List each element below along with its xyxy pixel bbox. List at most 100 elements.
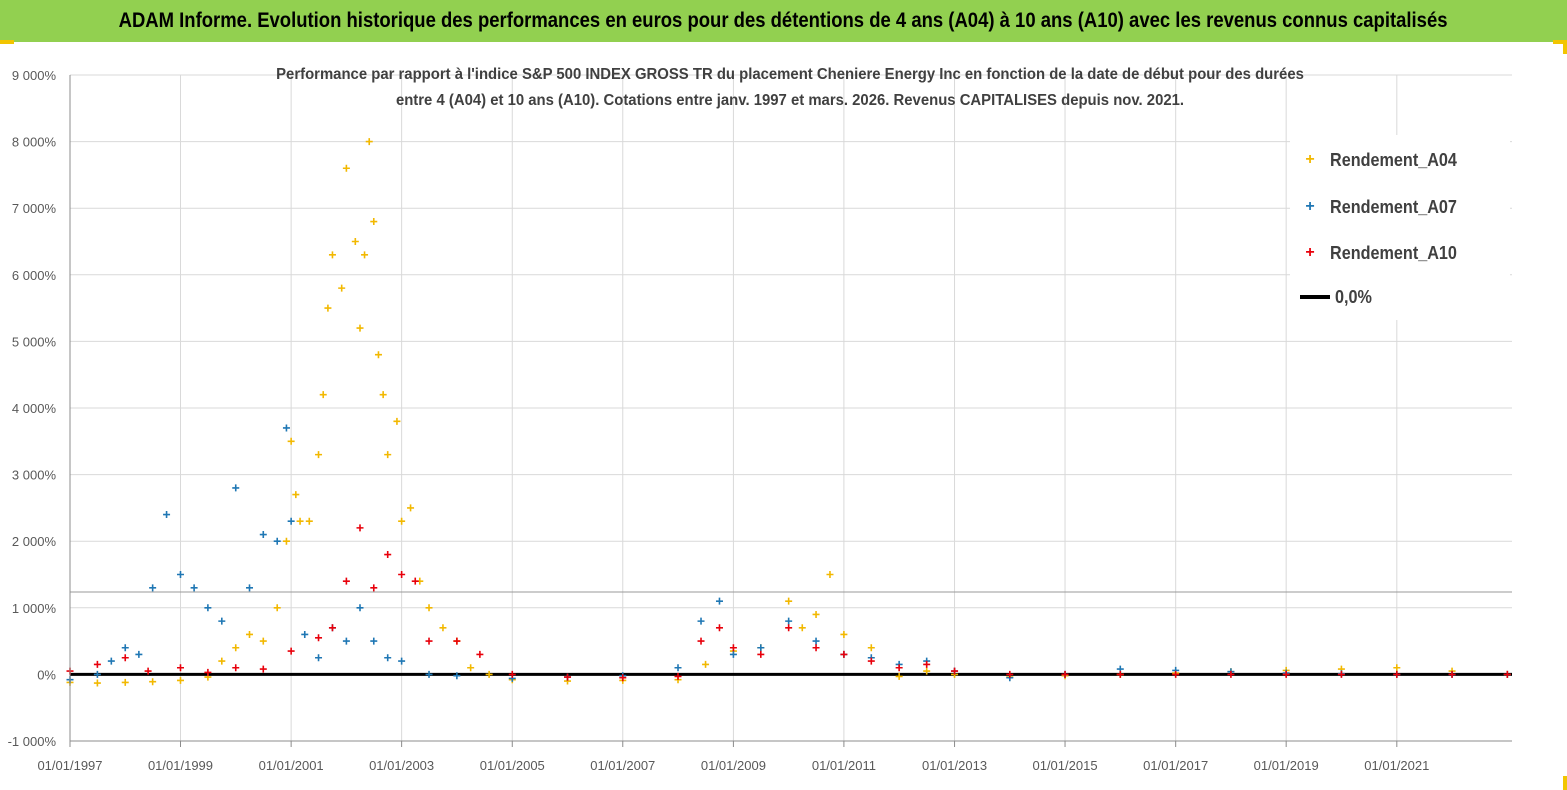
- series-3-point: [232, 664, 240, 672]
- y-tick-label: -1 000%: [8, 734, 57, 749]
- series-2-point: [356, 604, 364, 612]
- series-2-point: [315, 654, 323, 662]
- series-2-point: [93, 670, 101, 678]
- series-3-point: [425, 637, 433, 645]
- corner-mark-top-right: [1563, 40, 1567, 54]
- series-1-point: [867, 644, 875, 652]
- y-tick-label: 1 000%: [12, 601, 57, 616]
- series-1-point: [218, 657, 226, 665]
- y-tick-label: 4 000%: [12, 401, 57, 416]
- header-title: ADAM Informe. Evolution historique des p…: [119, 9, 1448, 32]
- x-tick-label: 01/01/2009: [701, 758, 766, 773]
- series-3-point: [785, 624, 793, 632]
- series-1-point: [282, 537, 290, 545]
- series-1-point: [292, 491, 300, 499]
- legend-marker-a10: +: [1305, 244, 1315, 261]
- series-1-point: [351, 238, 359, 245]
- header-banner: ADAM Informe. Evolution historique des p…: [0, 0, 1567, 42]
- series-2-point: [135, 650, 143, 658]
- series-1-point: [379, 391, 387, 399]
- x-tick-label: 01/01/1999: [148, 758, 213, 773]
- series-2-point: [176, 571, 184, 578]
- x-tick-label: 01/01/1997: [37, 758, 102, 773]
- series-2-point: [273, 537, 281, 545]
- series-2-point: [757, 644, 765, 652]
- chart-title-line1: Performance par rapport à l'indice S&P 5…: [276, 66, 1304, 83]
- series-1-point: [923, 667, 931, 675]
- series-3-point: [715, 624, 723, 632]
- y-tick-label: 2 000%: [12, 534, 57, 549]
- series-2-point: [246, 584, 254, 592]
- series-3-point: [1282, 670, 1290, 678]
- series-1-point: [785, 597, 793, 605]
- series-3-point: [453, 637, 461, 645]
- series-3-point: [398, 571, 406, 578]
- series-2-point: [425, 670, 433, 678]
- series-3-point: [476, 650, 484, 658]
- series-1-point: [121, 678, 129, 686]
- series-1-point: [361, 251, 369, 259]
- series-1-point: [328, 251, 336, 259]
- series-3-point: [144, 667, 152, 675]
- series-3-point: [1172, 670, 1180, 678]
- series-1-point: [319, 391, 327, 399]
- series-3-point: [1503, 670, 1511, 678]
- series-3-point: [729, 644, 737, 652]
- series-2-point: [697, 617, 705, 625]
- series-1-point: [374, 351, 382, 359]
- series-3-point: [895, 664, 903, 672]
- series-2-point: [287, 517, 295, 525]
- series-3-point: [1337, 670, 1345, 678]
- legend-label-a04: Rendement_A04: [1330, 149, 1457, 170]
- series-3-point: [259, 665, 267, 673]
- y-tick-label: 8 000%: [12, 135, 57, 150]
- corner-mark-right: [1553, 40, 1567, 44]
- series-1-point: [398, 517, 406, 525]
- corner-mark-bottom-right: [1563, 776, 1567, 790]
- legend-marker-a07: +: [1305, 198, 1315, 215]
- series-3-point: [508, 670, 516, 678]
- x-tick-label: 01/01/2007: [590, 758, 655, 773]
- chart-area: -1 000% 0% 1 000% 2 000% 3 000% 4 000% 5 000% 6…: [0, 44, 1567, 790]
- series-3-point: [1006, 670, 1014, 678]
- x-tick-label: 01/01/2021: [1364, 758, 1429, 773]
- scatter-chart: -1 000% 0% 1 000% 2 000% 3 000% 4 000% 5 000% 6…: [8, 68, 1512, 773]
- series-2-point: [107, 657, 115, 665]
- series-1-point: [273, 604, 281, 612]
- legend-label-a10: Rendement_A10: [1330, 242, 1457, 263]
- y-tick-label: 0%: [37, 667, 56, 682]
- series-1-point: [259, 637, 267, 645]
- series-1-point: [812, 610, 820, 618]
- series-2-point: [282, 424, 290, 432]
- legend-item-a07: + Rendement_A07: [1290, 192, 1471, 222]
- legend-item-a10: + Rendement_A10: [1290, 238, 1471, 268]
- series-2-point: [715, 597, 723, 605]
- series-2-point: [370, 637, 378, 645]
- series-1-point: [840, 630, 848, 638]
- series-1-point: [356, 324, 364, 332]
- series-1-point: [246, 630, 254, 638]
- series-3-point: [356, 524, 364, 532]
- series-3-point: [384, 551, 392, 559]
- chart-title-line2: entre 4 (A04) et 10 ans (A10). Cotations…: [395, 92, 1185, 109]
- corner-mark-left: [0, 40, 14, 44]
- series-2-point: [398, 657, 406, 665]
- series-1-point: [407, 504, 415, 512]
- series-3-point: [121, 654, 129, 662]
- series-3-point: [328, 624, 336, 632]
- legend-label-zero: 0,0%: [1335, 286, 1372, 307]
- series-3-point: [93, 660, 101, 668]
- series-2-point: [384, 654, 392, 662]
- series-2-point: [121, 644, 129, 652]
- x-tick-label: 01/01/2011: [812, 758, 876, 773]
- series-1-point: [305, 517, 313, 525]
- series-3-point: [1227, 670, 1235, 678]
- series-1-point: [324, 304, 332, 312]
- legend-item-a04: + Rendement_A04: [1290, 145, 1471, 175]
- series-3-point: [287, 647, 295, 655]
- series-2-point: [190, 584, 198, 592]
- series-2-point: [301, 630, 309, 638]
- series-3-point: [867, 657, 875, 665]
- series-3-point: [812, 644, 820, 652]
- series-2-point: [259, 531, 267, 539]
